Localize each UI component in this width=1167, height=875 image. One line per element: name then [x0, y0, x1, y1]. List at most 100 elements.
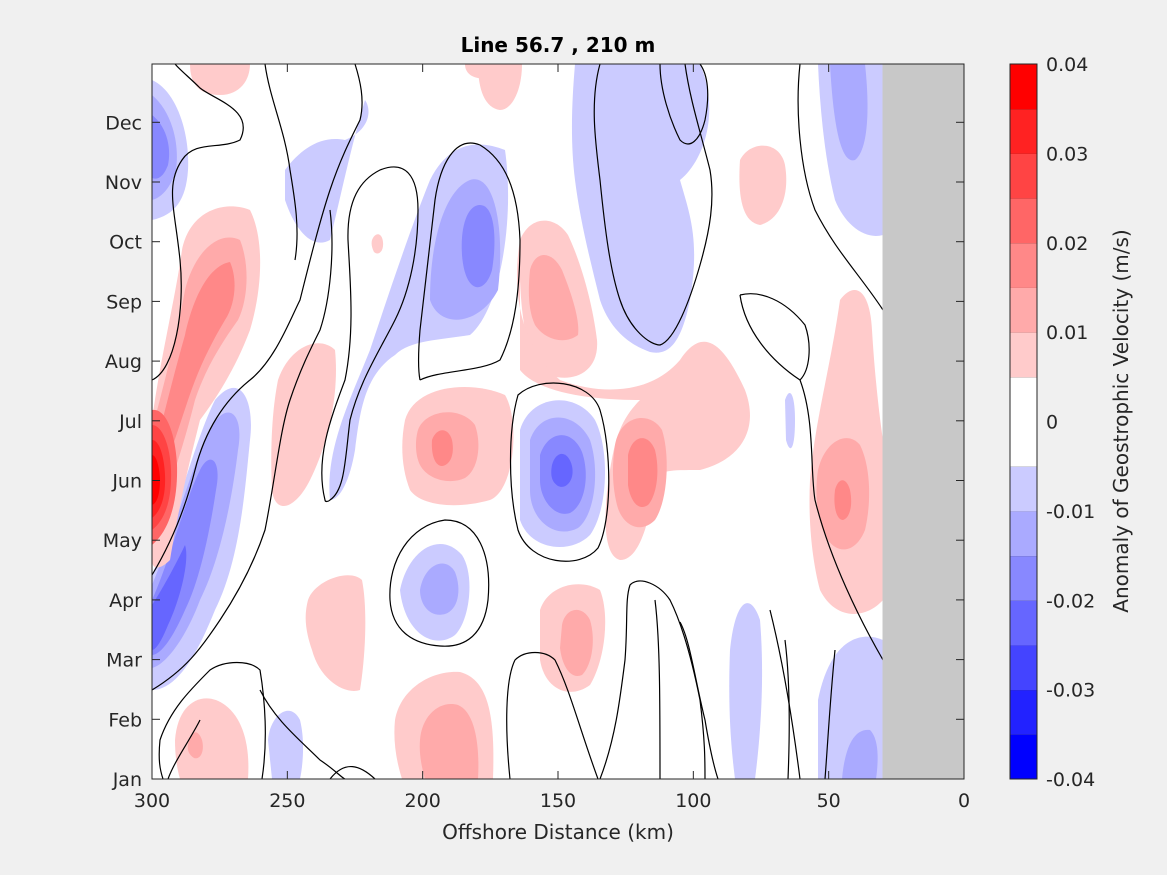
- neg-mid-right-top: [830, 64, 868, 161]
- x-tick-label: 150: [540, 790, 576, 812]
- zero-contour-loop-b: [417, 142, 521, 381]
- colorbar-swatch: [1010, 689, 1037, 735]
- contour-fills-positive-peak: [152, 409, 178, 545]
- zero-contour-bottom-e: [769, 609, 801, 779]
- pos-mid-lower-center: [560, 609, 593, 676]
- pos-region-bottom-left: [175, 698, 249, 779]
- pos-mid-bottom-center: [419, 704, 479, 779]
- colorbar-swatches: [1010, 63, 1037, 780]
- zero-contour-top-lobe: [593, 64, 713, 346]
- zero-contour-right-small: [739, 293, 810, 381]
- y-tick-label: Jun: [111, 471, 142, 493]
- y-tick-label: Jul: [118, 411, 142, 433]
- colorbar-swatch: [1010, 242, 1037, 288]
- pos-strong-right: [834, 480, 852, 520]
- colorbar-swatch: [1010, 734, 1037, 780]
- neg-strong-diag: [461, 205, 495, 288]
- y-tick-label: Oct: [109, 232, 142, 254]
- zero-contour-lower-oval: [389, 519, 490, 647]
- colorbar-swatch: [1010, 644, 1037, 691]
- neg-region-upper-mid: [285, 100, 369, 243]
- pos-strong-left-diag: [154, 262, 235, 477]
- neg-region-sliver: [785, 392, 795, 449]
- y-tick-label: Mar: [106, 650, 142, 672]
- colorbar-tick-label: -0.02: [1046, 590, 1095, 612]
- neg-region-bottom-left: [268, 710, 304, 779]
- y-tick-label: Aug: [105, 351, 142, 373]
- colorbar-ticks: -0.04 -0.03 -0.02 -0.01 0 0.01 0.02 0.03 0.04: [1046, 54, 1095, 791]
- colorbar-tick-label: -0.01: [1046, 501, 1095, 523]
- zero-contour-top-lobe-2: [659, 64, 709, 145]
- colorbar-tick-label: 0.01: [1046, 322, 1088, 344]
- pos-region-right-top: [739, 145, 787, 225]
- colorbar-swatch: [1010, 376, 1037, 422]
- neg-strong-left-top: [152, 115, 170, 179]
- y-tick-label: Apr: [109, 590, 142, 612]
- colorbar-swatch: [1010, 466, 1037, 512]
- y-tick-label: Nov: [105, 172, 142, 194]
- zero-contour-left-upper: [152, 64, 244, 381]
- x-tick-label: 250: [269, 790, 305, 812]
- y-tick-label: Feb: [108, 709, 142, 731]
- x-tick-label: 0: [958, 790, 970, 812]
- pos-strong-center-right: [628, 438, 658, 508]
- x-tick-label: 100: [675, 790, 711, 812]
- pos-mid-bottom-left: [187, 732, 203, 759]
- neg-region-right-mid: [729, 603, 763, 779]
- x-tick-label: 300: [134, 790, 170, 812]
- colorbar-tick-label: 0.02: [1046, 233, 1088, 255]
- zero-contours: [152, 64, 884, 779]
- y-tick-label: May: [103, 530, 142, 552]
- pos-region-top-mid2: [478, 64, 522, 110]
- zero-contour-right-mid: [739, 294, 884, 661]
- zero-contour-loop-a: [321, 166, 419, 503]
- pos-region-small-dot: [371, 234, 384, 254]
- colorbar-swatch: [1010, 198, 1037, 244]
- zero-contour-bottom-g: [824, 649, 836, 779]
- pos-region-left-mid: [271, 343, 336, 507]
- colorbar-tick-label: -0.04: [1046, 769, 1095, 791]
- zero-contour-bottom-i: [167, 719, 201, 779]
- colorbar-tick-label: 0: [1046, 412, 1058, 434]
- zero-contour-bottom-a: [506, 651, 599, 779]
- colorbar-swatch: [1010, 510, 1037, 557]
- neg-region-top-band: [571, 64, 710, 353]
- pos-region-top-left: [190, 64, 250, 95]
- zero-contour-bottom-d: [654, 599, 661, 779]
- pos-region-lower-left: [305, 575, 366, 691]
- zero-contour-center-oval: [509, 382, 610, 562]
- neg-mid-lower: [420, 563, 459, 615]
- zero-contour-bottom-c: [679, 621, 719, 779]
- x-tick-label: 50: [817, 790, 841, 812]
- pos-mid-red-diag: [528, 255, 579, 341]
- x-tick-label: 200: [405, 790, 441, 812]
- y-tick-label: Dec: [105, 112, 142, 134]
- contour-fills-negative-peak: [152, 453, 573, 650]
- contour-fills-positive-strong: [154, 262, 852, 520]
- chart-title: Line 56.7 , 210 m: [461, 33, 656, 57]
- zero-contour-left-lower: [152, 64, 363, 576]
- x-axis-label: Offshore Distance (km): [442, 820, 674, 844]
- zero-contour-left-2: [152, 209, 333, 691]
- colorbar-tick-label: -0.03: [1046, 680, 1095, 702]
- colorbar-swatch: [1010, 153, 1037, 199]
- colorbar-swatch: [1010, 287, 1037, 333]
- colorbar-tick-label: 0.03: [1046, 143, 1088, 165]
- colorbar-swatch: [1010, 332, 1037, 378]
- y-tick-label: Jan: [112, 769, 142, 791]
- zero-contour-bottom-f: [784, 639, 790, 779]
- colorbar-frame: [1009, 63, 1038, 780]
- zero-contour-top-a: [264, 64, 298, 261]
- y-ticks: Jan Feb Mar Apr May Jun Jul Aug Sep Oct Nov Dec: [103, 112, 964, 791]
- colorbar-swatch: [1010, 600, 1037, 646]
- colorbar-tick-label: 0.04: [1046, 54, 1088, 76]
- colorbar-swatch: [1010, 421, 1037, 467]
- neg-peak-center: [551, 453, 573, 487]
- x-ticks: 300 250 200 150 100 50 0: [134, 64, 970, 812]
- pos-strong-center-left: [431, 430, 453, 466]
- zero-contour-bottom-h: [158, 661, 266, 779]
- colorbar-swatch: [1010, 108, 1037, 154]
- colorbar: -0.04 -0.03 -0.02 -0.01 0 0.01 0.02 0.03 0.04 An…: [1009, 54, 1133, 791]
- neg-mid-bottom-right: [842, 729, 878, 779]
- colorbar-swatch: [1010, 555, 1037, 601]
